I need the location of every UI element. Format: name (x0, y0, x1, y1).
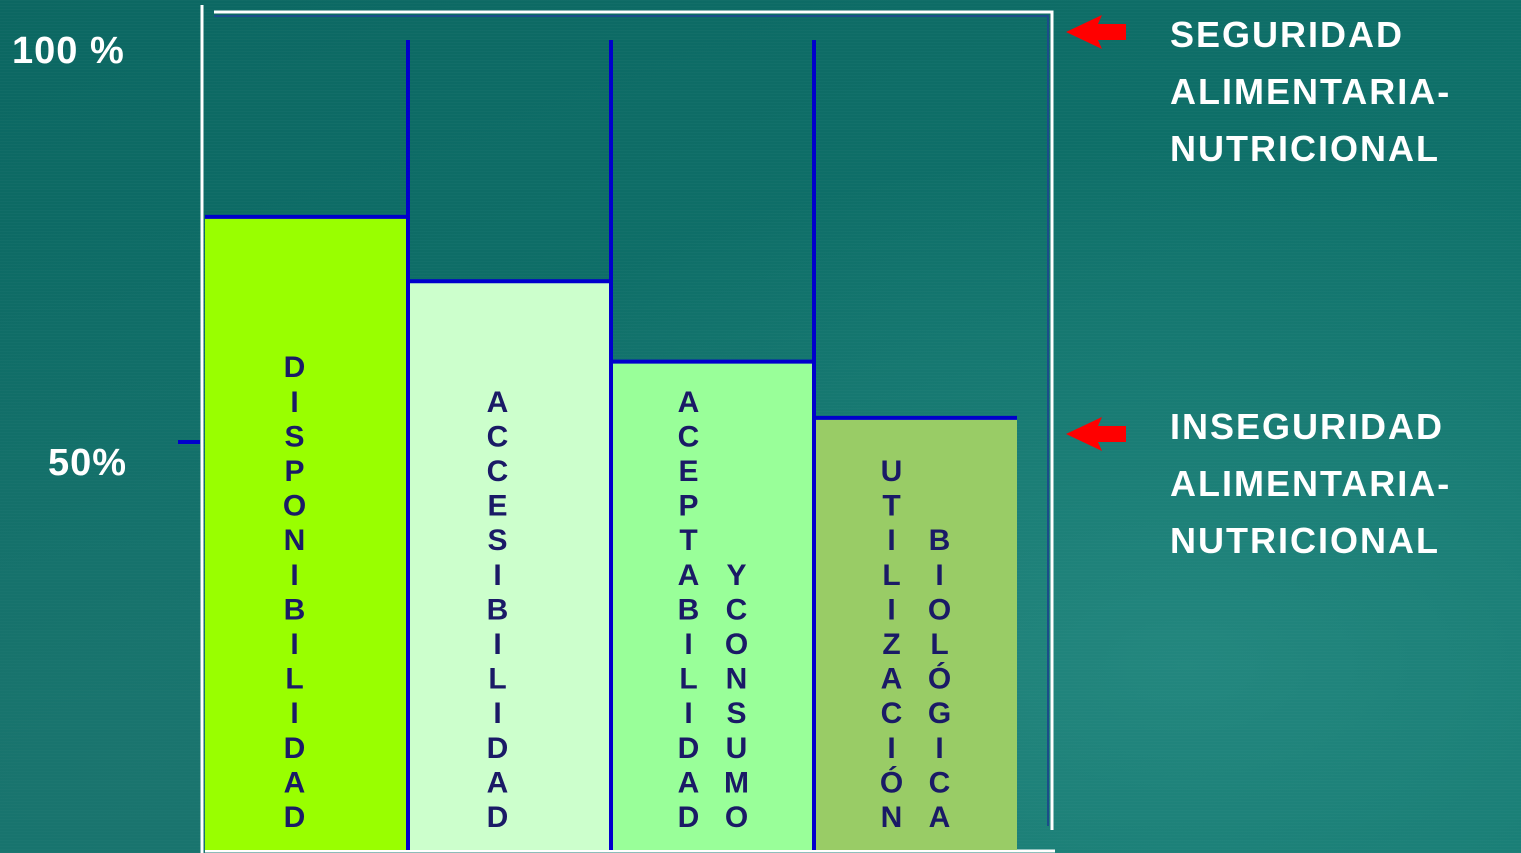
arrow-left-icon-2 (1066, 417, 1126, 451)
annotation-seguridad-line-3: NUTRICIONAL (1170, 120, 1451, 177)
y-tick-label-50: 50% (48, 442, 127, 485)
annotation-seguridad-line-2: ALIMENTARIA- (1170, 63, 1451, 120)
bar-4 (814, 418, 1017, 850)
annotation-inseguridad: INSEGURIDAD ALIMENTARIA- NUTRICIONAL (1170, 398, 1451, 569)
annotation-seguridad-line-1: SEGURIDAD (1170, 6, 1451, 63)
annotation-inseguridad-line-2: ALIMENTARIA- (1170, 455, 1451, 512)
bar-2 (408, 281, 611, 850)
annotation-inseguridad-line-1: INSEGURIDAD (1170, 398, 1451, 455)
arrow-left-icon-1 (1066, 15, 1126, 49)
y-tick-label-100: 100 % (12, 30, 125, 73)
annotation-inseguridad-line-3: NUTRICIONAL (1170, 512, 1451, 569)
annotation-seguridad: SEGURIDAD ALIMENTARIA- NUTRICIONAL (1170, 6, 1451, 177)
bar-3 (611, 362, 814, 850)
bar-1 (205, 217, 408, 850)
